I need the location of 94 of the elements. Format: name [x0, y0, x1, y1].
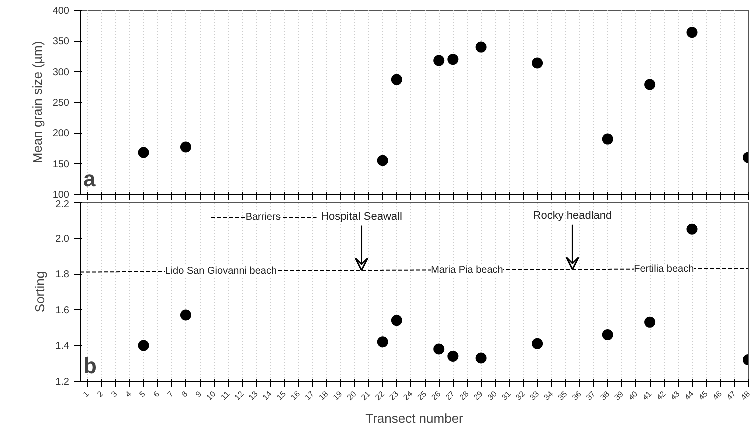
x-tick-label: 36 [570, 389, 584, 402]
x-tick-label: 30 [486, 389, 500, 402]
y-tick-label: 300 [52, 67, 70, 78]
point [377, 336, 388, 348]
x-tick-label: 22 [374, 389, 387, 402]
point [686, 27, 698, 38]
x-tick-label: 15 [275, 389, 288, 402]
y-tick-label: 1.8 [56, 270, 70, 281]
point [138, 340, 150, 352]
y-tick-label: 150 [52, 159, 70, 170]
x-tick-label: 18 [317, 389, 331, 402]
point [532, 338, 544, 350]
x-tick-label: 26 [430, 389, 444, 402]
x-tick-label: 28 [458, 389, 472, 402]
y-tick-label: 100 [52, 190, 70, 201]
point [686, 224, 698, 235]
point [391, 74, 402, 86]
x-tick-label: 25 [416, 389, 429, 402]
x-tick-label: 35 [556, 389, 570, 402]
x-tick-label: 47 [725, 389, 738, 402]
point [644, 79, 656, 90]
point [602, 134, 614, 145]
point [180, 142, 192, 153]
x-tick-label: 1 [82, 389, 92, 400]
x-tick-label: 16 [289, 389, 302, 402]
point [476, 352, 487, 364]
y-tick-label: 350 [52, 36, 70, 48]
annotation: Rocky headland [533, 210, 612, 222]
x-tick-label: 7 [166, 389, 176, 400]
y-axis-title: Sorting [32, 271, 48, 313]
point [448, 54, 459, 66]
x-tick-label: 38 [598, 389, 612, 402]
x-tick-label: 32 [514, 389, 528, 402]
x-axis-title: Transect number [366, 411, 464, 426]
point [434, 344, 445, 355]
x-tick-label: 39 [612, 389, 626, 402]
annotation: Hospital Seawall [321, 210, 402, 223]
x-tick-label: 41 [640, 389, 654, 402]
y-axis-title: Mean grain size (µm) [30, 41, 45, 164]
x-tick-label: 9 [194, 389, 204, 400]
y-tick-label: 1.6 [56, 305, 70, 316]
point [391, 315, 402, 326]
x-tick-label: 5 [138, 389, 148, 400]
x-tick-label: 40 [626, 389, 640, 402]
x-tick-label: 46 [711, 389, 724, 402]
y-tick-label: 1.2 [56, 377, 70, 388]
point [644, 316, 656, 328]
x-tick-label: 17 [303, 389, 316, 402]
x-tick-label: 12 [233, 389, 246, 402]
point [448, 350, 459, 362]
x-tick-label: 27 [444, 389, 458, 402]
point [476, 42, 487, 53]
x-tick-label: 45 [697, 389, 710, 402]
y-tick-label: 250 [52, 98, 70, 109]
x-tick-label: 29 [472, 389, 486, 402]
x-tick-label: 6 [152, 389, 162, 400]
annotation: Maria Pia beach [431, 265, 504, 276]
x-tick-label: 48 [739, 389, 752, 402]
point [532, 58, 544, 69]
point [434, 55, 445, 66]
x-tick-label: 14 [261, 389, 274, 402]
y-tick-label: 2.0 [56, 234, 70, 245]
x-tick-label: 11 [219, 389, 232, 402]
x-tick-label: 20 [346, 389, 359, 402]
y-tick-label: 1.4 [56, 341, 70, 352]
x-tick-label: 3 [110, 389, 120, 400]
x-tick-label: 21 [360, 389, 373, 402]
y-tick-label: 2.2 [56, 200, 70, 210]
annotation: Fertilia beach [634, 264, 694, 276]
x-tick-label: 19 [332, 389, 345, 402]
x-tick-label: 37 [584, 389, 598, 402]
y-tick-label: 200 [52, 128, 70, 140]
x-tick-label: 13 [247, 389, 260, 402]
x-tick-label: 10 [204, 389, 218, 402]
x-tick-label: 4 [124, 389, 134, 400]
x-tick-label: 34 [542, 389, 556, 402]
annotation: Barriers [246, 212, 281, 224]
point [602, 329, 614, 340]
x-tick-label: 33 [528, 389, 542, 402]
point [377, 155, 388, 166]
x-tick-label: 24 [402, 389, 415, 402]
x-tick-label: 43 [669, 389, 682, 402]
annotation: a [84, 166, 96, 192]
point [138, 147, 150, 158]
x-tick-label: 44 [683, 389, 696, 402]
x-tick-label: 23 [388, 389, 401, 402]
x-tick-label: 8 [180, 389, 190, 400]
x-tick-label: 42 [655, 389, 668, 402]
annotation: Lido San Giovanni beach [165, 266, 278, 277]
point [180, 310, 192, 321]
x-tick-label: 2 [96, 389, 106, 400]
annotation: b [84, 354, 97, 378]
x-tick-label: 31 [500, 389, 514, 402]
y-tick-label: 400 [52, 6, 70, 17]
